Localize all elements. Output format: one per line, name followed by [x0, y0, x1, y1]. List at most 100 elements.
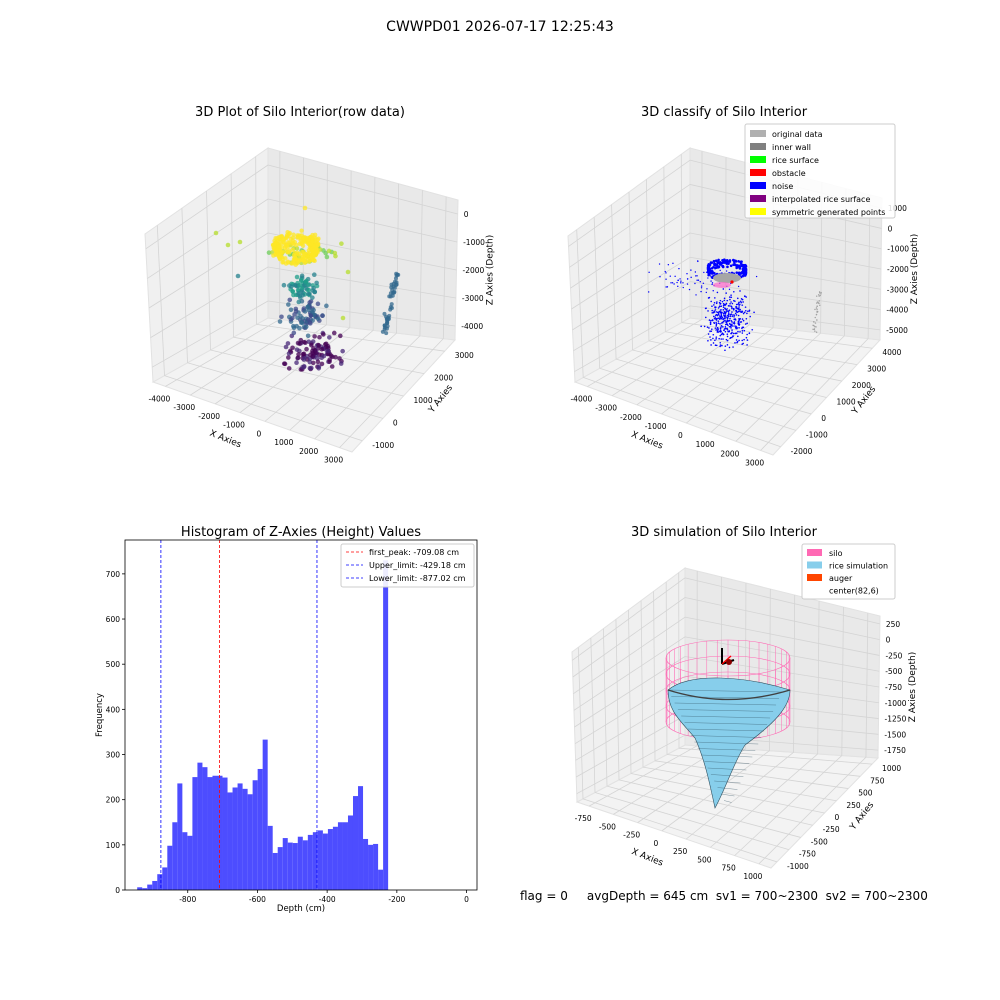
- data-point: [720, 326, 722, 328]
- data-point: [723, 299, 726, 302]
- data-point: [694, 282, 696, 285]
- data-point: [718, 337, 720, 340]
- legend-frame: [340, 543, 475, 588]
- data-point: [326, 348, 331, 354]
- x-tick-label: -2000: [620, 413, 642, 422]
- data-point: [744, 323, 747, 325]
- data-point: [281, 361, 287, 366]
- legend-label: symmetric generated points: [772, 208, 885, 217]
- x-axis-label: X Axies: [630, 430, 665, 452]
- data-point: [729, 298, 731, 301]
- data-point: [719, 345, 721, 348]
- data-point: [324, 303, 329, 309]
- data-point: [731, 329, 733, 331]
- grid-line: [572, 597, 686, 678]
- data-point: [300, 243, 306, 248]
- data-point: [674, 275, 676, 278]
- panel-title: 3D simulation of Silo Interior: [631, 525, 818, 540]
- data-point: [724, 320, 727, 322]
- data-point: [330, 354, 335, 360]
- data-point: [287, 283, 292, 288]
- data-point: [707, 273, 710, 277]
- data-point: [723, 259, 727, 262]
- data-point: [296, 299, 302, 305]
- data-point: [814, 308, 816, 311]
- data-point: [301, 357, 307, 362]
- data-point: [648, 271, 650, 273]
- data-point: [384, 331, 389, 336]
- y-tick-label: -500: [811, 837, 828, 846]
- data-point: [732, 346, 734, 348]
- data-point: [715, 321, 717, 324]
- data-point: [741, 339, 744, 342]
- data-point: [272, 242, 277, 247]
- data-point: [717, 313, 720, 316]
- data-point: [737, 271, 741, 275]
- y-tick-label: 700: [106, 570, 121, 579]
- data-point: [743, 329, 746, 332]
- data-point: [321, 332, 326, 337]
- x-tick-label: 1000: [274, 438, 293, 447]
- grid-line: [615, 358, 812, 415]
- data-point: [715, 323, 718, 326]
- data-point: [304, 346, 309, 352]
- data-point: [288, 317, 294, 322]
- data-point: [723, 319, 726, 322]
- data-point: [294, 347, 300, 352]
- data-point: [314, 280, 319, 286]
- z-tick-label: -500: [885, 667, 902, 676]
- data-point: [669, 275, 671, 277]
- data-point: [290, 289, 295, 294]
- data-point: [725, 321, 728, 324]
- x-tick-label: 0: [678, 431, 683, 440]
- data-point: [732, 322, 735, 324]
- data-point: [737, 285, 740, 288]
- data-point: [286, 366, 292, 371]
- data-point: [723, 311, 726, 313]
- data-point: [728, 260, 732, 263]
- data-point: [711, 283, 713, 286]
- data-point: [724, 349, 726, 352]
- data-point: [665, 272, 667, 274]
- data-point: [317, 334, 322, 340]
- grid-line: [665, 331, 858, 366]
- data-point: [738, 318, 741, 321]
- data-point: [816, 319, 818, 321]
- data-point: [682, 286, 684, 289]
- data-point: [302, 205, 308, 211]
- data-point: [742, 301, 744, 303]
- data-point: [305, 255, 310, 260]
- y-tick-label: 3000: [455, 351, 474, 360]
- data-point: [818, 295, 820, 297]
- data-point: [716, 314, 719, 317]
- data-point: [753, 311, 755, 314]
- data-point: [722, 318, 724, 321]
- data-point: [727, 310, 729, 312]
- data-point: [391, 281, 396, 286]
- legend-swatch: [807, 561, 822, 569]
- data-point: [726, 299, 729, 302]
- data-point: [725, 316, 727, 318]
- data-point: [664, 270, 666, 273]
- histogram-bar: [227, 792, 233, 890]
- data-point: [298, 254, 303, 259]
- y-tick-label: 100: [106, 841, 121, 850]
- histogram-bar: [202, 767, 208, 890]
- y-tick-label: 300: [106, 751, 121, 760]
- data-point: [738, 301, 740, 304]
- data-point: [315, 242, 320, 248]
- data-point: [733, 321, 736, 323]
- data-point: [722, 338, 724, 340]
- histogram-bar: [292, 843, 298, 890]
- data-point: [714, 327, 717, 329]
- data-point: [715, 325, 718, 327]
- data-point: [297, 283, 302, 288]
- data-point: [714, 344, 717, 346]
- z-tick-label: -250: [885, 651, 902, 660]
- legend-swatch: [750, 195, 766, 202]
- data-point: [306, 339, 312, 344]
- data-point: [740, 301, 743, 304]
- z-tick-label: 0: [886, 636, 891, 645]
- data-point: [724, 313, 727, 315]
- y-tick-label: -1000: [806, 430, 828, 439]
